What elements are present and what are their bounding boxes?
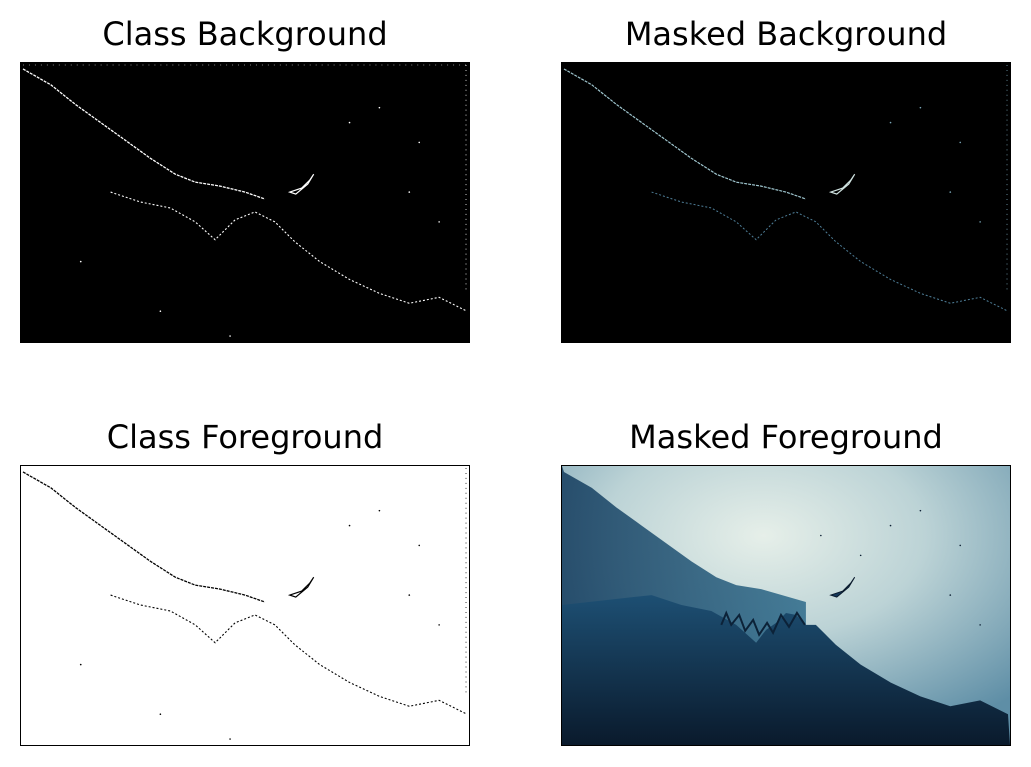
masked-background-render (562, 63, 1010, 342)
masked-background-image (561, 62, 1011, 343)
masked-foreground-render (562, 466, 1010, 745)
class-foreground-image (20, 465, 470, 746)
class-foreground-mask (21, 466, 469, 745)
masked-foreground-image (561, 465, 1011, 746)
class-background-image (20, 62, 470, 343)
panel-title-masked-foreground: Masked Foreground (629, 418, 943, 456)
panel-title-class-background: Class Background (102, 15, 388, 53)
class-background-mask (21, 63, 469, 342)
panel-title-class-foreground: Class Foreground (106, 418, 384, 456)
panel-title-masked-background: Masked Background (624, 15, 948, 53)
